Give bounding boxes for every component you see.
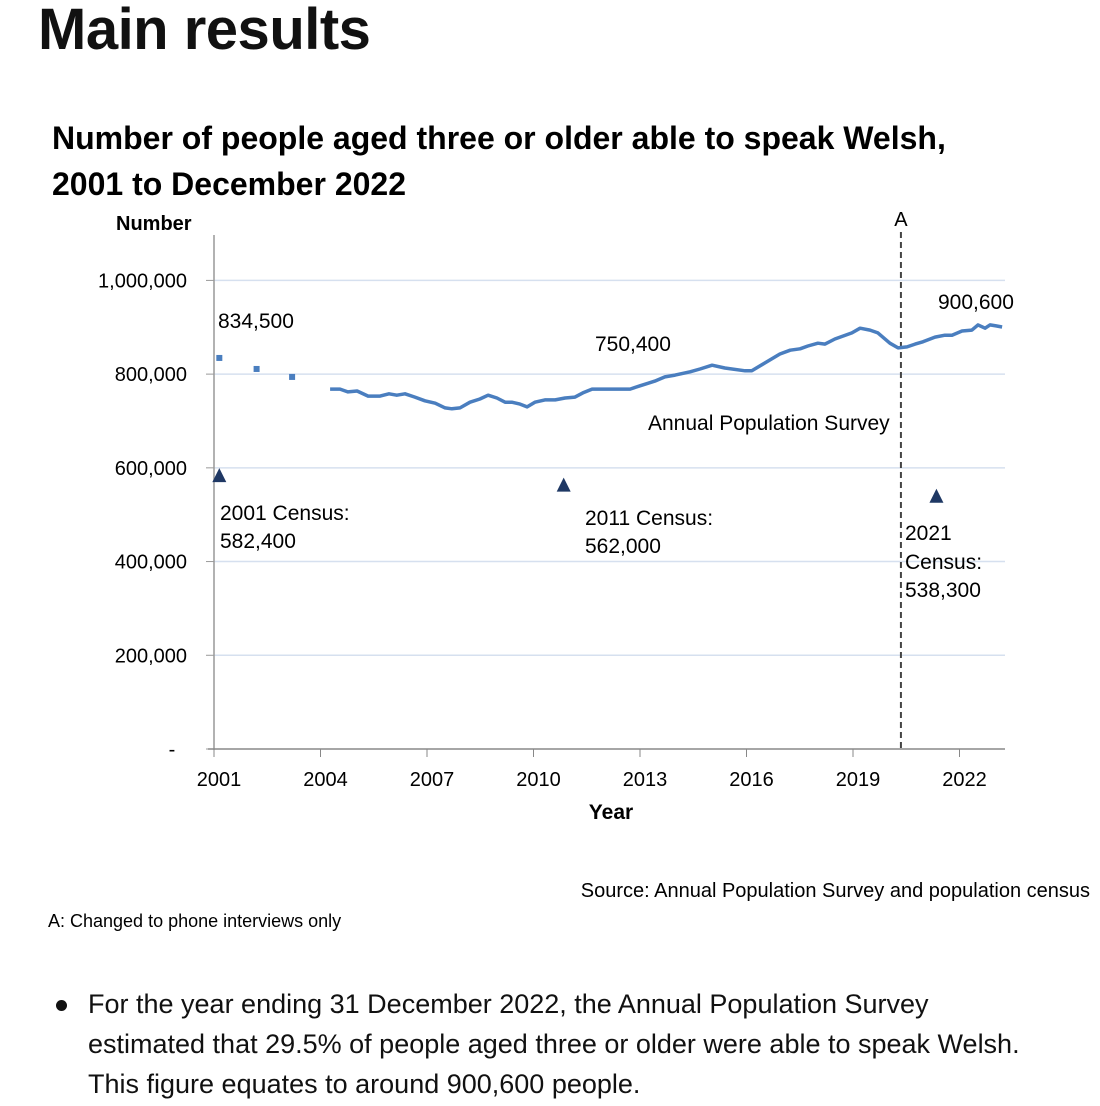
series-label-survey: Annual Population Survey <box>648 412 890 435</box>
census-2021-label-year: 2021 <box>905 522 952 545</box>
chart: Number of people aged three or older abl… <box>48 120 1090 931</box>
annotation-first-value: 834,500 <box>218 310 294 333</box>
y-tick-label: 800,000 <box>115 364 187 386</box>
chart-source: Source: Annual Population Survey and pop… <box>581 880 1090 902</box>
census-point <box>929 488 944 503</box>
x-tick-label: 2001 <box>197 769 242 791</box>
annotation-last-value: 900,600 <box>938 291 1014 314</box>
chart-title-line-1: Number of people aged three or older abl… <box>52 120 946 156</box>
census-2021-value: 538,300 <box>905 579 981 602</box>
survey-point <box>253 365 260 372</box>
y-tick-label: 200,000 <box>115 645 187 667</box>
y-tick-label: - <box>169 739 176 761</box>
early-survey-points <box>216 354 296 380</box>
census-2001-value: 582,400 <box>220 530 296 553</box>
list-item-text: For the year ending 31 December 2022, th… <box>88 989 1020 1099</box>
x-tick-label: 2004 <box>303 769 348 791</box>
x-tick-label: 2010 <box>516 769 561 791</box>
y-tick-label: 600,000 <box>115 458 187 480</box>
census-2001-label: 2001 Census: <box>220 502 350 525</box>
census-2021-label: Census: <box>905 551 982 574</box>
chart-title-line-2: 2001 to December 2022 <box>52 166 406 202</box>
y-tick-label: 400,000 <box>115 552 187 574</box>
marker-label-a: A <box>894 209 908 231</box>
x-ticks: 2001 2004 2007 2010 2013 2016 2019 2022 <box>197 749 987 791</box>
y-ticks: - 200,000 400,000 600,000 800,000 1,000,000 <box>98 270 214 761</box>
census-2011-value: 562,000 <box>585 535 661 558</box>
x-tick-label: 2007 <box>410 769 455 791</box>
gridlines <box>214 279 1005 657</box>
page-heading: Main results <box>38 0 371 62</box>
survey-point <box>289 373 296 380</box>
list-item: For the year ending 31 December 2022, th… <box>50 984 1050 1104</box>
x-axis-label: Year <box>589 801 633 824</box>
census-point <box>556 477 571 492</box>
y-tick-label: 1,000,000 <box>98 270 187 292</box>
census-point <box>212 468 227 483</box>
annotation-mid-value: 750,400 <box>595 333 671 356</box>
x-tick-label: 2019 <box>836 769 881 791</box>
survey-point <box>216 354 223 361</box>
x-tick-label: 2022 <box>942 769 987 791</box>
results-list: For the year ending 31 December 2022, th… <box>50 984 1050 1104</box>
bullet-icon <box>56 1000 67 1011</box>
annual-population-survey-line <box>330 323 1003 411</box>
x-tick-label: 2013 <box>623 769 668 791</box>
x-tick-label: 2016 <box>729 769 774 791</box>
census-points <box>212 468 944 503</box>
census-2011-label: 2011 Census: <box>585 507 713 530</box>
chart-footnote: A: Changed to phone interviews only <box>48 911 341 931</box>
y-axis-label: Number <box>116 213 192 235</box>
